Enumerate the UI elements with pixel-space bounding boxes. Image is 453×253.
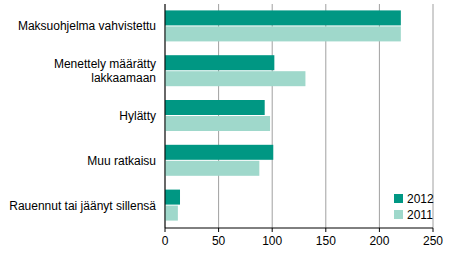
bar	[165, 116, 270, 131]
tick-mark	[433, 228, 434, 232]
category-label: Maksuohjelma vahvistettu	[18, 19, 156, 33]
tick-label: 200	[369, 234, 389, 248]
legend-label: 2011	[407, 208, 433, 222]
bar	[165, 100, 265, 115]
tick-label: 0	[162, 234, 169, 248]
tick-mark	[165, 228, 166, 232]
legend-label: 2012	[407, 192, 434, 206]
tick-mark	[379, 228, 380, 232]
bars	[165, 10, 401, 220]
legend: 2012 2011	[391, 188, 434, 226]
chart-container: 0 50 100 150 200 250 Maksuohjelma vahvistettu M…	[0, 0, 453, 253]
tick-label: 50	[212, 234, 226, 248]
x-axis	[165, 228, 433, 229]
legend-swatch	[394, 194, 403, 203]
category-label: Hylätty	[119, 109, 156, 123]
grid-line	[165, 4, 166, 228]
y-axis	[165, 4, 166, 228]
bar	[165, 71, 305, 86]
tick-label: 150	[316, 234, 336, 248]
category-label: Menettely määrättylakkaamaan	[54, 57, 156, 85]
tick-label: 250	[423, 234, 443, 248]
tick-label: 100	[262, 234, 282, 248]
category-label: Rauennut tai jäänyt sillensä	[9, 199, 156, 213]
bar	[165, 10, 401, 25]
bar	[165, 55, 274, 70]
bar	[165, 145, 273, 160]
tick-mark	[325, 228, 326, 232]
category-label: Muu ratkaisu	[87, 154, 156, 168]
legend-swatch	[394, 210, 403, 219]
bar	[165, 206, 178, 221]
tick-mark	[218, 228, 219, 232]
tick-mark	[272, 228, 273, 232]
chart-svg: 0 50 100 150 200 250 Maksuohjelma vahvistettu M…	[0, 0, 453, 253]
bar	[165, 190, 180, 205]
bar	[165, 26, 401, 41]
bar	[165, 161, 259, 176]
